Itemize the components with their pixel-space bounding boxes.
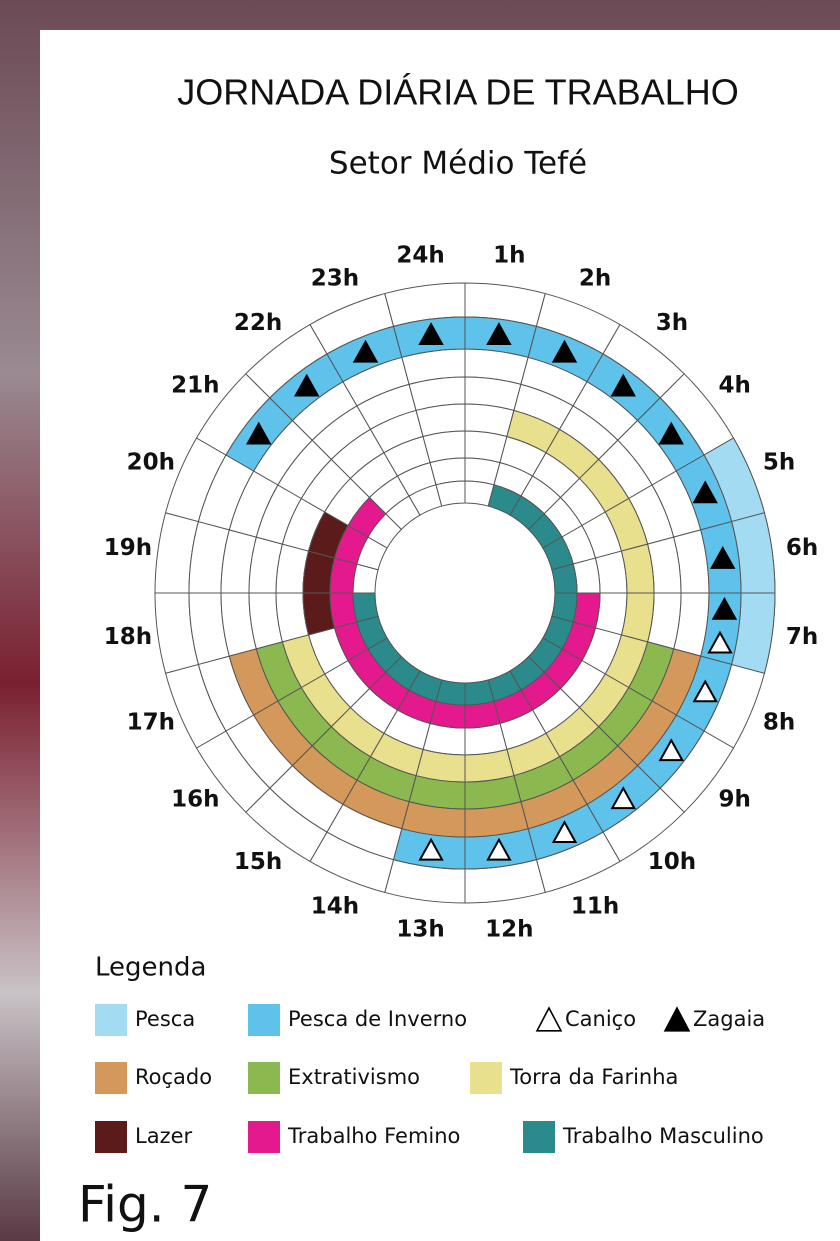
hour-label: 8h [763,710,795,736]
hour-label: 15h [234,849,282,875]
legend-swatch [248,1121,280,1153]
hour-label: 1h [493,242,525,268]
hour-label: 18h [104,624,152,650]
legend-swatch [95,1004,127,1036]
hour-label: 14h [311,894,359,920]
hour-label: 6h [786,535,818,561]
marker [711,596,738,620]
marker [707,630,733,654]
activity-cell [620,543,655,594]
legend-label: Lazer [135,1124,193,1148]
hour-label: 11h [571,894,619,920]
legend-label: Zagaia [693,1007,765,1031]
hour-label: 21h [171,373,219,399]
title: JORNADA DIÁRIA DE TRABALHO [177,72,738,113]
legend-label: Trabalho Masculino [562,1124,764,1148]
marker [658,738,684,762]
marker [692,480,718,504]
marker [551,339,578,363]
legend: Pesca Pesca de Inverno Caniço Zagaia Roçado E… [95,1004,765,1153]
activity-cell [347,496,387,538]
hour-label: 2h [579,265,611,291]
hour-label: 16h [171,786,219,812]
marker [610,786,636,810]
hour-label: 22h [234,310,282,336]
activity-cell [551,563,578,594]
activity-cell [464,748,515,783]
legend-label: Trabalho Femino [287,1124,460,1148]
marker [246,421,272,445]
caption: Fig. 7 [78,1176,212,1234]
legend-title: Legenda [95,953,206,983]
hour-label: 13h [396,917,444,943]
wheel: 1h 2h 3h 4h 5h 6h 7h 8h 9h 10h 11h 12h 13h 14h 15h 16h 1… [104,242,819,942]
marker [352,339,379,363]
legend-swatch [95,1121,127,1153]
legend-swatch [470,1062,502,1094]
activity-cell [281,634,326,689]
marker [418,837,444,861]
hour-label: 3h [656,310,688,336]
marker [610,373,636,397]
hour-label: 4h [719,373,751,399]
marker [486,322,512,346]
activity-cell [415,748,466,783]
activity-cell [620,592,655,643]
marker [418,322,444,346]
hour-label: 24h [396,242,444,268]
legend-label: Pesca [135,1007,195,1031]
legend-label: Roçado [135,1065,212,1089]
marker [692,679,718,703]
legend-symbol [535,1006,563,1032]
hour-label: 23h [311,265,359,291]
hour-label: 5h [763,449,795,475]
hour-label: 10h [648,849,696,875]
marker [710,546,736,569]
legend-swatch [248,1062,280,1094]
activity-cell [464,679,495,706]
legend-label: Torra da Farinha [509,1065,678,1089]
legend-label: Caniço [565,1007,636,1031]
legend-swatch [95,1062,127,1094]
marker [294,373,320,397]
legend-label: Pesca de Inverno [288,1007,467,1031]
subtitle: Setor Médio Tefé [329,146,587,182]
hour-label: 9h [719,786,751,812]
legend-label: Extrativismo [288,1065,420,1089]
hour-label: 12h [485,917,533,943]
hour-label: 7h [786,624,818,650]
hour-label: 20h [127,449,175,475]
hour-label: 17h [127,710,175,736]
marker [551,820,578,844]
hour-label: 19h [104,535,152,561]
grid-cell [435,480,466,507]
marker [486,837,512,861]
activity-cell [352,592,379,623]
marker [658,421,684,445]
legend-symbol [663,1006,691,1032]
legend-swatch [523,1121,555,1153]
legend-swatch [248,1004,280,1036]
